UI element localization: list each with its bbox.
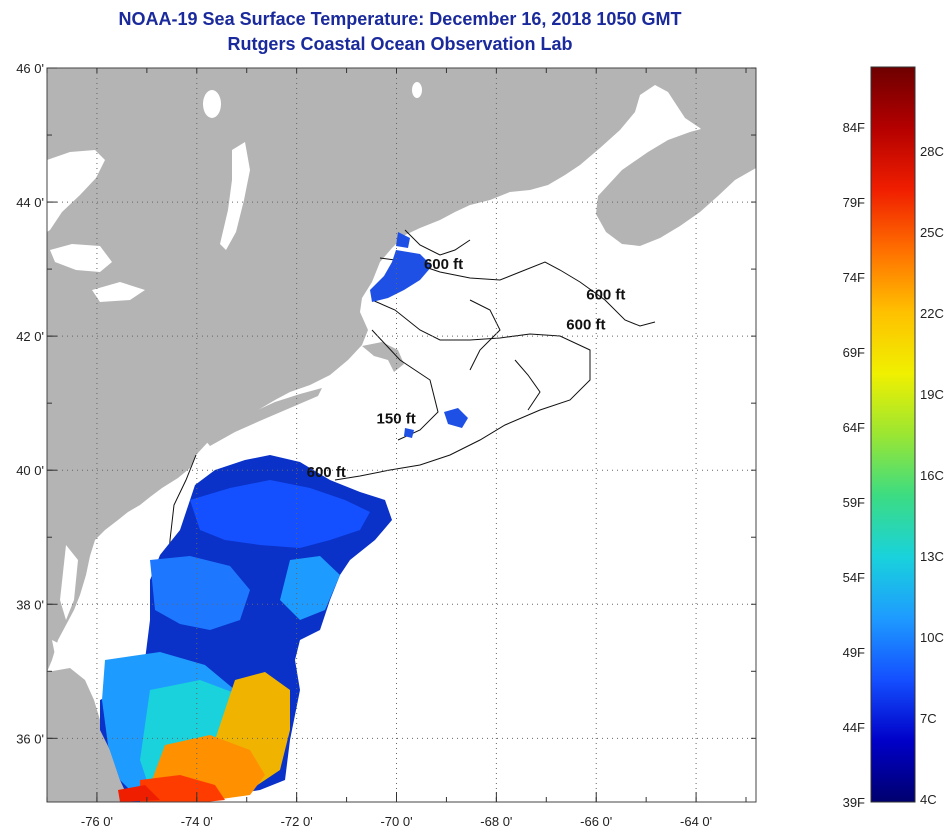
lon-tick-label: -68 0': [480, 814, 512, 829]
contour-labels: 600 ft 600 ft 600 ft 150 ft 600 ft: [307, 256, 626, 481]
lon-tick-label: -76 0': [81, 814, 113, 829]
contour-label: 600 ft: [566, 316, 605, 333]
map-title: NOAA-19 Sea Surface Temperature: Decembe…: [118, 9, 682, 29]
colorbar-c-label: 7C: [920, 711, 937, 726]
colorbar-c-label: 19C: [920, 387, 944, 402]
latitude-labels: 46 0' 44 0' 42 0' 40 0' 38 0' 36 0': [16, 61, 44, 746]
axis-ticks: [46, 67, 756, 802]
contour-label: 150 ft: [377, 410, 416, 427]
map-subtitle: Rutgers Coastal Ocean Observation Lab: [227, 34, 573, 54]
lon-tick-label: -72 0': [281, 814, 313, 829]
lon-tick-label: -70 0': [380, 814, 412, 829]
sst-swaths: [100, 232, 468, 802]
graticule: [47, 68, 756, 802]
lakes: [47, 82, 422, 668]
colorbar-f-label: 59F: [843, 495, 865, 510]
colorbar-celsius-labels: 28C 25C 22C 19C 16C 13C 10C 7C 4C: [920, 144, 944, 807]
colorbar-f-label: 69F: [843, 345, 865, 360]
map-frame: [46, 67, 757, 803]
colorbar-c-label: 25C: [920, 225, 944, 240]
colorbar-fahrenheit-labels: 84F 79F 74F 69F 64F 59F 54F 49F 44F 39F: [843, 120, 865, 810]
lat-tick-label: 36 0': [16, 731, 44, 746]
colorbar-c-label: 28C: [920, 144, 944, 159]
lon-tick-label: -66 0': [580, 814, 612, 829]
colorbar-c-label: 13C: [920, 549, 944, 564]
colorbar-f-label: 44F: [843, 720, 865, 735]
land-mainland: [47, 68, 756, 672]
colorbar-c-label: 10C: [920, 630, 944, 645]
land-long-island: [205, 388, 322, 446]
colorbar-f-label: 84F: [843, 120, 865, 135]
colorbar-f-label: 39F: [843, 795, 865, 810]
colorbar-c-label: 22C: [920, 306, 944, 321]
lat-tick-label: 42 0': [16, 329, 44, 344]
colorbar-c-label: 4C: [920, 792, 937, 807]
lat-tick-label: 40 0': [16, 463, 44, 478]
colorbar-f-label: 49F: [843, 645, 865, 660]
land-cape-cod: [362, 342, 404, 372]
land-nova-scotia: [596, 126, 756, 246]
colorbar-f-label: 54F: [843, 570, 865, 585]
colorbar-f-label: 64F: [843, 420, 865, 435]
colorbar-gradient: [870, 66, 916, 803]
lat-tick-label: 46 0': [16, 61, 44, 76]
lat-tick-label: 44 0': [16, 195, 44, 210]
contour-label: 600 ft: [586, 286, 625, 303]
colorbar-f-label: 79F: [843, 195, 865, 210]
contour-label: 600 ft: [424, 256, 463, 273]
colorbar-f-label: 74F: [843, 270, 865, 285]
colorbar-c-label: 16C: [920, 468, 944, 483]
lon-tick-label: -64 0': [680, 814, 712, 829]
contour-label: 600 ft: [307, 464, 346, 481]
longitude-labels: -76 0' -74 0' -72 0' -70 0' -68 0' -66 0' -64 …: [81, 814, 712, 829]
lat-tick-label: 38 0': [16, 597, 44, 612]
lon-tick-label: -74 0': [181, 814, 213, 829]
